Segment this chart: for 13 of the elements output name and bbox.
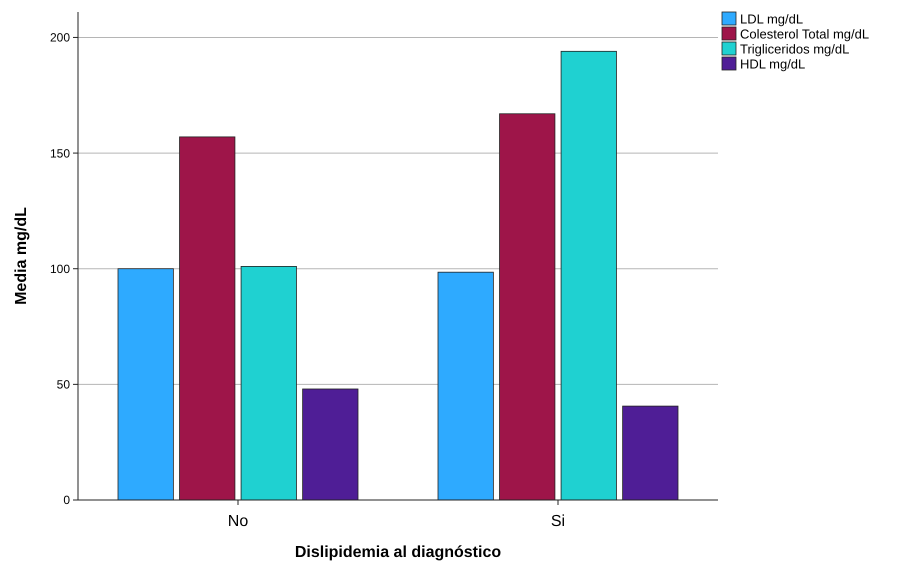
legend-label: LDL mg/dL	[740, 12, 804, 27]
x-axis-title: Dislipidemia al diagnóstico	[294, 544, 502, 561]
y-tick-label: 150	[50, 146, 70, 160]
y-tick-label: 0	[63, 493, 70, 508]
legend-label: Trigliceridos mg/dL	[740, 42, 850, 57]
legend-label: HDL mg/dL	[740, 56, 806, 72]
x-tick-label: No	[228, 513, 248, 530]
y-tick-label: 100	[50, 262, 70, 276]
x-tick-label: Si	[550, 513, 566, 530]
y-axis-title: Media mg/dL	[13, 206, 30, 305]
y-tick-label: 200	[50, 30, 70, 45]
legend-label: Colesterol Total mg/dL	[740, 26, 870, 42]
y-tick-label: 50	[56, 378, 70, 392]
